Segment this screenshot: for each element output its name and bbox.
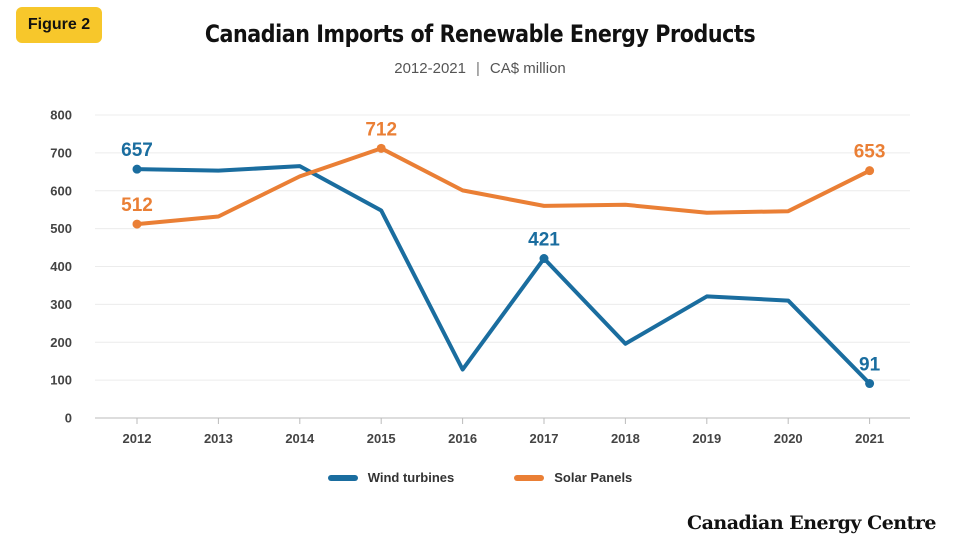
subtitle-separator: | — [475, 60, 480, 77]
series-line-wind — [135, 164, 872, 386]
x-tick-label: 2015 — [367, 431, 396, 446]
series-line-solar — [135, 146, 872, 227]
legend-swatch-wind — [327, 474, 358, 481]
chart-subtitle: 2012-2021 | CA$ million — [0, 60, 960, 77]
legend-item-solar: Solar Panels — [514, 470, 632, 485]
legend-swatch-solar — [514, 474, 545, 481]
legend-item-wind: Wind turbines — [327, 470, 455, 485]
legend: Wind turbines Solar Panels — [0, 470, 960, 485]
subtitle-range: 2012-2021 — [394, 60, 466, 77]
legend-label-wind: Wind turbines — [367, 470, 455, 485]
y-axis-ticks: 0 100 200 300 400 500 600 700 800 — [50, 108, 72, 426]
y-tick-label: 500 — [50, 221, 72, 236]
data-point-wind — [865, 379, 875, 389]
y-tick-label: 400 — [50, 259, 72, 274]
data-point-solar — [132, 219, 142, 229]
y-tick-label: 100 — [50, 373, 72, 388]
legend-label-solar: Solar Panels — [554, 470, 633, 485]
x-tick-label: 2018 — [611, 431, 640, 446]
data-label-solar: 512 — [121, 195, 153, 216]
y-tick-label: 800 — [50, 108, 72, 123]
series-group: 657 421 91 512 712 653 — [121, 119, 886, 389]
grid-lines — [95, 114, 910, 419]
x-tick-label: 2012 — [123, 431, 152, 446]
y-tick-label: 300 — [50, 297, 72, 312]
y-tick-label: 0 — [65, 411, 72, 426]
x-axis-ticks: 2012 2013 2014 2015 2016 2017 2018 2019 2020 2021 — [123, 418, 884, 446]
x-tick-label: 2021 — [855, 431, 884, 446]
x-tick-label: 2019 — [692, 431, 721, 446]
data-label-wind: 91 — [859, 355, 881, 376]
y-tick-label: 200 — [50, 335, 72, 350]
data-label-wind: 657 — [121, 140, 153, 161]
chart-title: Canadian Imports of Renewable Energy Pro… — [204, 20, 756, 48]
data-label-solar: 712 — [365, 119, 397, 140]
data-point-solar — [865, 166, 875, 176]
subtitle-unit: CA$ million — [489, 60, 566, 77]
y-tick-label: 700 — [50, 145, 72, 160]
y-tick-label: 600 — [50, 183, 72, 198]
x-tick-label: 2017 — [530, 431, 559, 446]
data-point-wind — [132, 164, 142, 174]
brand-logo-text: Canadian Energy Centre — [686, 512, 937, 534]
x-tick-label: 2013 — [204, 431, 233, 446]
data-label-wind: 421 — [528, 230, 560, 251]
x-tick-label: 2016 — [448, 431, 477, 446]
figure-badge: Figure 2 — [16, 7, 102, 43]
data-point-solar — [376, 143, 386, 153]
x-tick-label: 2014 — [285, 431, 315, 446]
data-label-solar: 653 — [854, 142, 886, 163]
data-point-wind — [539, 254, 549, 264]
x-tick-label: 2020 — [774, 431, 803, 446]
